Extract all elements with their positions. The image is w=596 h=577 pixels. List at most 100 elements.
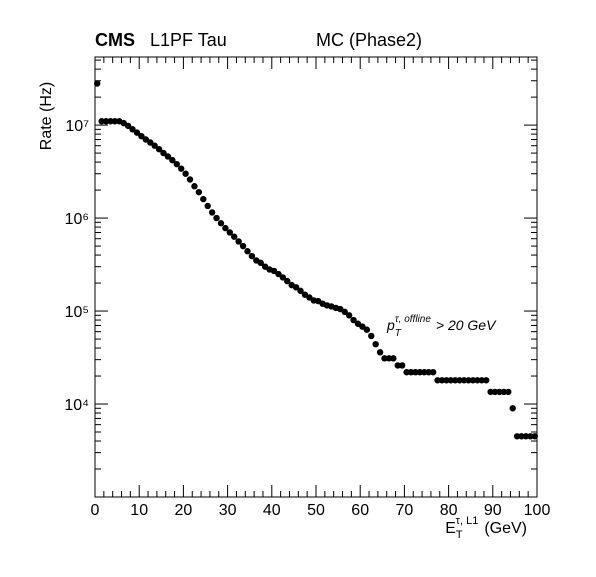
data-point	[164, 153, 172, 160]
data-point	[257, 259, 264, 267]
data-point	[465, 377, 472, 384]
data-point	[482, 377, 490, 384]
data-point	[244, 248, 251, 255]
data-point	[425, 368, 432, 376]
x-label-unit: (GeV)	[484, 520, 527, 537]
annotation-sup: τ, offline	[395, 314, 431, 325]
data-point	[231, 233, 238, 240]
data-point	[111, 118, 119, 125]
data-point	[155, 146, 163, 153]
x-tick-label: 10	[130, 502, 148, 519]
y-tick-label: 10⁵	[65, 304, 89, 321]
data-point	[297, 287, 304, 295]
data-point	[443, 377, 450, 384]
data-point	[390, 355, 397, 362]
x-label-base: E	[445, 520, 456, 537]
x-tick-label: 80	[440, 502, 458, 519]
x-tick-label: 100	[524, 502, 551, 519]
data-point	[248, 252, 256, 260]
data-point	[239, 242, 247, 250]
data-point	[177, 165, 185, 172]
data-point	[107, 118, 114, 125]
data-point	[385, 355, 393, 362]
data-point	[151, 142, 158, 149]
data-point	[169, 156, 176, 164]
data-point	[368, 332, 375, 340]
data-point	[186, 176, 194, 183]
data-point	[456, 377, 463, 384]
data-point	[513, 433, 521, 440]
data-point	[147, 139, 154, 146]
data-point	[226, 229, 234, 236]
y-axis-label: Rate (Hz)	[38, 82, 55, 150]
x-tick-label: 40	[263, 502, 281, 519]
data-point	[394, 362, 401, 369]
data-point	[491, 388, 499, 396]
data-point	[478, 377, 485, 384]
data-point	[496, 388, 503, 396]
data-point	[509, 405, 516, 412]
data-point	[235, 238, 242, 245]
data-point	[200, 195, 207, 203]
data-point	[341, 308, 348, 316]
data-point	[345, 312, 353, 319]
data-point	[429, 368, 437, 376]
data-point	[460, 377, 468, 384]
x-label-sub: T	[456, 529, 463, 541]
annotation-rest: > 20 GeV	[436, 317, 497, 333]
data-point	[160, 149, 167, 157]
data-point	[438, 377, 446, 384]
x-tick-label: 50	[307, 502, 325, 519]
experiment: CMS	[95, 30, 135, 50]
data-point	[284, 277, 291, 285]
data-point	[191, 183, 198, 190]
data-point	[398, 362, 406, 369]
data-point	[531, 433, 538, 440]
x-axis-label: ETτ, L1 (GeV)	[445, 515, 527, 541]
data-point	[505, 388, 512, 396]
y-tick-label: 10⁶	[65, 211, 89, 228]
annotation: pTτ, offline > 20 GeV	[386, 314, 497, 339]
data-point	[350, 316, 357, 324]
data-point	[222, 224, 229, 232]
annotation-sub: T	[395, 328, 402, 339]
data-point	[434, 377, 441, 384]
data-point	[487, 388, 494, 396]
data-point	[279, 274, 287, 281]
data-point	[129, 126, 136, 133]
x-tick-label: 20	[175, 502, 193, 519]
data-point	[469, 377, 477, 384]
data-point	[213, 214, 220, 222]
data-point	[518, 433, 525, 440]
data-point	[452, 377, 459, 384]
data-point	[98, 118, 105, 125]
data-point	[217, 220, 225, 227]
data-point	[195, 188, 203, 196]
data-point	[407, 368, 415, 376]
plot-label: L1PF Tau	[150, 30, 227, 50]
data-point	[124, 122, 132, 130]
data-point	[292, 284, 300, 291]
data-point	[421, 368, 428, 376]
data-point	[376, 349, 384, 356]
data-point	[208, 209, 216, 216]
data-point	[447, 377, 455, 384]
data-point	[412, 368, 419, 376]
data-point	[527, 433, 534, 440]
x-tick-label: 60	[351, 502, 369, 519]
data-point	[94, 80, 101, 87]
data-point	[474, 377, 481, 384]
x-label-sup: τ, L1	[456, 515, 479, 527]
data-point	[182, 170, 189, 177]
data-point	[275, 270, 282, 278]
data-point	[372, 340, 379, 348]
y-tick-label: 10⁷	[65, 118, 89, 135]
data-point	[522, 433, 530, 440]
data-point	[173, 160, 180, 168]
x-tick-label: 90	[484, 502, 502, 519]
plot-frame	[94, 56, 538, 498]
data-point	[381, 355, 388, 362]
sample-label: MC (Phase2)	[316, 30, 422, 50]
data-point	[500, 388, 508, 396]
